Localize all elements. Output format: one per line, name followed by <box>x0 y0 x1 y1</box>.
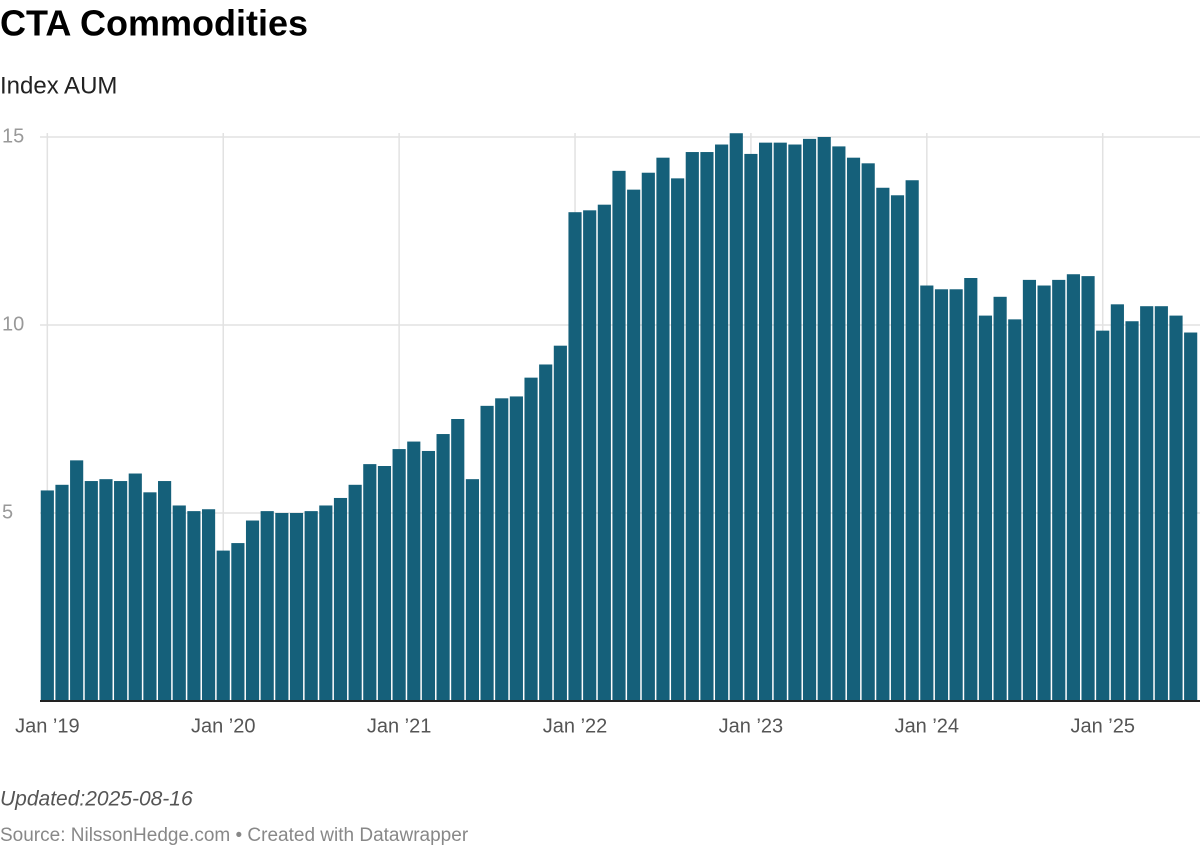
y-tick-label: 5 <box>2 501 13 523</box>
bar <box>275 513 289 701</box>
bar <box>759 142 773 701</box>
note: Updated:2025-08-16 <box>0 788 193 811</box>
bar <box>436 434 450 701</box>
chart-title: CTA Commodities <box>0 3 308 44</box>
bar <box>99 479 113 701</box>
bar <box>216 550 230 701</box>
bar <box>84 481 98 701</box>
bar <box>407 441 421 701</box>
x-tick-label: Jan ’19 <box>15 715 80 737</box>
bar <box>715 144 729 701</box>
bar <box>1110 304 1124 701</box>
bar <box>1184 332 1198 701</box>
bar <box>1140 306 1154 701</box>
x-tick-label: Jan ’22 <box>543 715 608 737</box>
bar <box>245 520 260 701</box>
bar <box>1022 279 1037 701</box>
bar <box>788 144 802 701</box>
bar <box>920 285 934 701</box>
bar <box>700 152 714 702</box>
bar <box>1096 330 1110 701</box>
bar <box>583 210 597 701</box>
bar <box>949 289 963 701</box>
bar <box>568 212 582 701</box>
bar <box>744 153 758 702</box>
bar <box>187 511 201 701</box>
bar <box>421 450 436 701</box>
bar <box>627 189 641 701</box>
source: Source: NilssonHedge.com • Created with … <box>0 825 469 846</box>
bar <box>363 464 377 701</box>
bar <box>1169 315 1183 701</box>
bar <box>377 466 392 701</box>
bar <box>861 163 875 701</box>
bar <box>671 178 685 702</box>
x-tick-label: Jan ’21 <box>367 715 432 737</box>
bar <box>934 289 949 701</box>
bar <box>964 278 978 701</box>
bar <box>128 473 142 701</box>
bar <box>260 511 274 701</box>
y-tick-label: 10 <box>2 313 24 335</box>
bar <box>978 315 993 701</box>
x-tick-label: Jan ’25 <box>1070 715 1135 737</box>
bar <box>495 398 509 701</box>
bar <box>656 157 670 701</box>
bar <box>1125 321 1139 701</box>
y-tick-label: 15 <box>2 125 24 147</box>
bar <box>143 492 157 701</box>
bar <box>612 170 626 702</box>
bar <box>876 187 890 701</box>
bar <box>1052 279 1066 701</box>
bar <box>817 137 831 701</box>
bar <box>319 505 333 701</box>
bar <box>553 345 567 701</box>
bar <box>231 543 245 701</box>
bar <box>890 195 905 701</box>
bar <box>524 377 538 701</box>
bar <box>597 204 611 701</box>
bar <box>1081 276 1095 701</box>
bar <box>392 449 406 701</box>
bar <box>539 364 553 701</box>
x-tick-label: Jan ’20 <box>191 715 256 737</box>
bar <box>70 460 84 701</box>
bar <box>333 497 348 701</box>
bar <box>685 152 699 702</box>
bar <box>832 146 846 701</box>
bar <box>641 172 655 702</box>
bar <box>40 490 54 701</box>
bar <box>172 505 186 701</box>
bar <box>905 180 919 702</box>
bar <box>509 396 523 701</box>
bar <box>465 479 479 701</box>
bar <box>1037 285 1051 701</box>
chart-subtitle: Index AUM <box>0 72 117 99</box>
bar <box>289 513 304 701</box>
bar <box>729 133 743 702</box>
bar <box>773 142 787 701</box>
bar <box>158 481 172 701</box>
bar <box>993 296 1007 701</box>
bar <box>55 484 69 701</box>
bar <box>114 481 128 701</box>
bar <box>348 484 362 701</box>
bar <box>304 511 318 701</box>
bar <box>480 405 494 701</box>
bar <box>451 419 465 701</box>
bar <box>1008 319 1022 701</box>
bar <box>846 157 861 701</box>
bar <box>1154 306 1168 701</box>
x-tick-label: Jan ’24 <box>895 715 960 737</box>
x-tick-label: Jan ’23 <box>719 715 784 737</box>
bar <box>802 138 817 701</box>
bar <box>1066 274 1080 701</box>
bar <box>201 509 216 701</box>
